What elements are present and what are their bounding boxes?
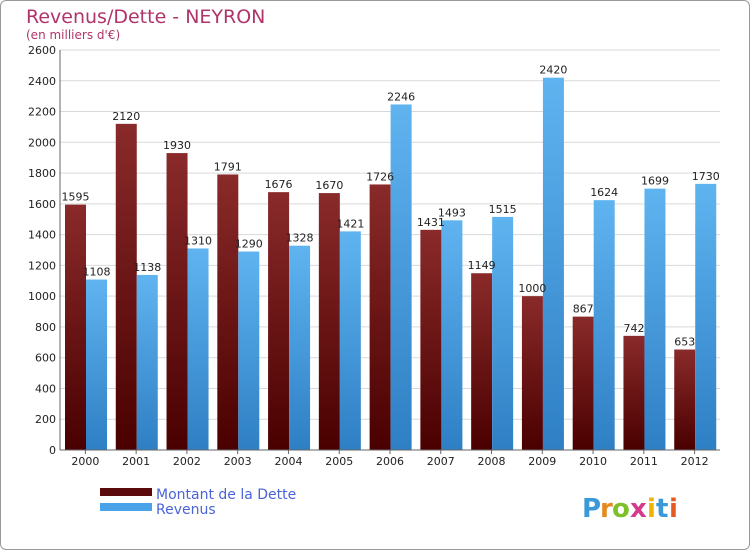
bar-revenus-2003: [238, 251, 260, 450]
x-tick-label: 2007: [427, 455, 455, 468]
bar-debt-2012: [674, 349, 696, 450]
y-tick-label: 1000: [28, 290, 56, 303]
data-label-debt-2003: 1791: [214, 160, 242, 173]
y-tick-label: 2600: [28, 44, 56, 57]
y-tick-label: 1800: [28, 167, 56, 180]
chart-title: Revenus/Dette - NEYRON: [26, 6, 265, 28]
data-label-revenus-2004: 1328: [286, 232, 314, 245]
x-tick-label: 2011: [630, 455, 658, 468]
chart-subtitle: (en milliers d'€): [26, 28, 120, 42]
bar-debt-2009: [521, 296, 543, 450]
legend-label-revenus: Revenus: [156, 502, 216, 518]
bar-debt-2003: [217, 174, 239, 450]
bar-debt-2004: [268, 192, 290, 450]
axes: 0 200 400 600 800 1000 1200 1400 1600 1800 2000 220…: [28, 44, 720, 468]
data-label-revenus-2008: 1515: [489, 203, 517, 216]
data-label-revenus-2006: 2246: [387, 90, 415, 103]
y-tick-label: 200: [35, 413, 56, 426]
bar-debt-2007: [420, 229, 442, 450]
x-tick-label: 2002: [173, 455, 201, 468]
bar-revenus-2006: [390, 104, 412, 450]
proxiti-logo: P r o x i t i: [582, 494, 678, 524]
y-tick-label: 0: [49, 444, 56, 457]
data-label-debt-2006: 1726: [366, 170, 394, 183]
data-label-debt-2008: 1149: [468, 259, 496, 272]
data-label-revenus-2010: 1624: [590, 186, 618, 199]
svg-text:i: i: [647, 494, 656, 524]
bar-revenus-2012: [695, 183, 717, 450]
y-tick-label: 1200: [28, 259, 56, 272]
bar-revenus-2001: [136, 274, 158, 450]
bar-debt-2005: [318, 193, 340, 451]
bars: [65, 77, 717, 451]
y-tick-label: 1600: [28, 198, 56, 211]
y-tick-label: 400: [35, 382, 56, 395]
x-tick-label: 2006: [376, 455, 404, 468]
data-label-debt-2012: 653: [674, 336, 695, 349]
data-label-revenus-2012: 1730: [692, 170, 720, 183]
bar-debt-2010: [572, 316, 594, 450]
y-tick-label: 2400: [28, 75, 56, 88]
legend-swatch-revenus: [100, 503, 152, 511]
y-tick-label: 2000: [28, 136, 56, 149]
data-label-debt-2002: 1930: [163, 139, 191, 152]
bar-debt-2001: [115, 123, 137, 450]
svg-text:i: i: [669, 494, 678, 524]
bar-debt-2008: [471, 273, 493, 450]
data-label-revenus-2009: 2420: [539, 64, 567, 77]
svg-text:x: x: [630, 494, 647, 524]
x-tick-label: 2009: [528, 455, 556, 468]
bar-revenus-2010: [593, 200, 615, 450]
data-label-debt-2010: 867: [573, 303, 594, 316]
bar-debt-2002: [166, 153, 188, 451]
data-labels: 1595 1108 2120 1138 1930 1310 1791 1290 1676 1328…: [62, 64, 720, 349]
svg-text:t: t: [656, 494, 668, 524]
svg-text:r: r: [600, 494, 613, 524]
data-label-debt-2011: 742: [623, 322, 644, 335]
x-tick-label: 2000: [71, 455, 99, 468]
data-label-revenus-2002: 1310: [184, 234, 212, 247]
legend-swatch-debt: [100, 488, 152, 496]
legend-label-debt: Montant de la Dette: [156, 487, 296, 503]
x-tick-label: 2005: [325, 455, 353, 468]
x-tick-label: 2008: [478, 455, 506, 468]
y-tick-label: 2200: [28, 106, 56, 119]
data-label-revenus-2007: 1493: [438, 206, 466, 219]
y-tick-label: 600: [35, 352, 56, 365]
bar-revenus-2002: [187, 248, 209, 450]
bar-revenus-2007: [441, 220, 463, 450]
bar-debt-2000: [65, 204, 86, 450]
data-label-revenus-2000: 1108: [83, 266, 111, 279]
bar-revenus-2009: [542, 77, 564, 450]
x-tick-label: 2012: [681, 455, 709, 468]
x-tick-label: 2001: [122, 455, 150, 468]
data-label-revenus-2005: 1421: [336, 217, 364, 230]
data-label-debt-2005: 1670: [315, 179, 343, 192]
bar-revenus-2000: [86, 279, 107, 450]
bar-revenus-2011: [644, 188, 666, 450]
data-label-revenus-2001: 1138: [133, 261, 161, 274]
data-label-revenus-2003: 1290: [235, 238, 263, 251]
bar-revenus-2004: [289, 245, 311, 450]
x-tick-label: 2010: [579, 455, 607, 468]
data-label-revenus-2011: 1699: [641, 175, 669, 188]
svg-text:P: P: [582, 494, 601, 524]
bar-revenus-2005: [339, 231, 361, 450]
bar-revenus-2008: [492, 216, 514, 450]
data-label-debt-2001: 2120: [112, 110, 140, 123]
data-label-debt-2009: 1000: [518, 282, 546, 295]
y-tick-label: 1400: [28, 229, 56, 242]
data-label-debt-2004: 1676: [265, 178, 293, 191]
y-tick-label: 800: [35, 321, 56, 334]
bar-debt-2006: [369, 184, 391, 450]
bar-debt-2011: [623, 335, 645, 450]
data-label-debt-2000: 1595: [62, 191, 90, 204]
x-tick-label: 2004: [274, 455, 302, 468]
svg-text:o: o: [612, 494, 630, 524]
data-label-debt-2007: 1431: [417, 216, 445, 229]
x-tick-label: 2003: [224, 455, 252, 468]
